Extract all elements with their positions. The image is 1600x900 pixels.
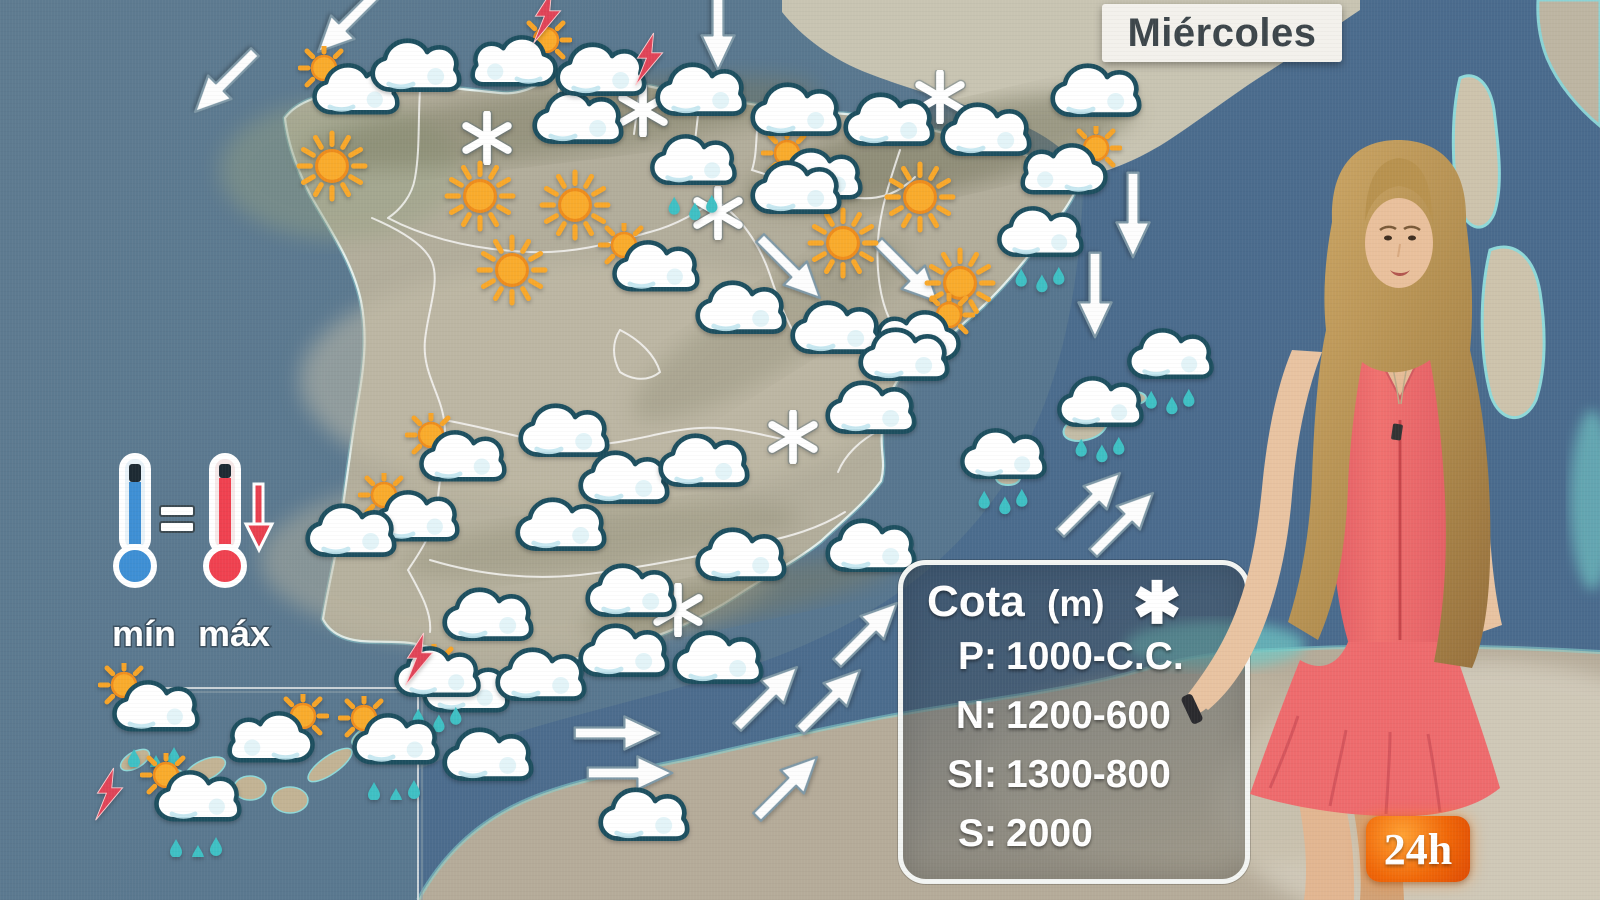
wind-arrow-icon bbox=[738, 738, 837, 837]
rain-cloud-icon bbox=[956, 425, 1050, 519]
cloud-icon bbox=[583, 560, 677, 626]
lightning-icon bbox=[402, 631, 438, 689]
cloud-icon bbox=[823, 377, 917, 443]
cloud-icon bbox=[693, 277, 787, 343]
sun-cloud-rain-icon bbox=[338, 696, 442, 800]
cloud-icon bbox=[656, 430, 750, 496]
snow-level-box: Cota (m) ✱ P: 1000-C.C. N: 1200-600 SI: 1300-… bbox=[898, 560, 1250, 884]
cloud-icon bbox=[841, 89, 935, 155]
cloud-icon bbox=[513, 494, 607, 560]
cloud-icon bbox=[938, 99, 1032, 165]
snow-level-row: SI: 1300-800 bbox=[947, 753, 1171, 796]
snow-level-title: Cota bbox=[927, 577, 1025, 626]
channel-logo-text: 24h bbox=[1383, 824, 1453, 874]
snow-icon bbox=[460, 111, 514, 165]
cloud-icon bbox=[368, 35, 462, 101]
lightning-icon bbox=[92, 766, 128, 824]
sun-cloud-rain-icon bbox=[98, 663, 202, 767]
channel-logo-24h: 24h bbox=[1366, 816, 1470, 882]
cloud-icon bbox=[693, 524, 787, 590]
cloud-icon bbox=[493, 644, 587, 710]
snow-level-row: S: 2000 bbox=[958, 812, 1093, 855]
rain-cloud-icon bbox=[646, 131, 740, 225]
temperature-legend: mín máx bbox=[96, 450, 296, 658]
day-label: Miércoles bbox=[1127, 10, 1317, 55]
day-label-box: Miércoles bbox=[1102, 4, 1342, 62]
cloud-icon bbox=[670, 627, 764, 693]
cloud-icon bbox=[748, 79, 842, 145]
sun-cloud-rain-icon bbox=[140, 753, 244, 857]
cloud-icon bbox=[596, 784, 690, 850]
snow-level-units: (m) bbox=[1047, 583, 1105, 624]
max-thermometer-icon bbox=[203, 453, 275, 588]
snow-level-rows: P: 1000-C.C. N: 1200-600 SI: 1300-800 S: 2000 bbox=[927, 627, 1245, 863]
cloud-icon bbox=[440, 584, 534, 650]
sun-icon bbox=[443, 159, 517, 233]
snow-icon bbox=[766, 410, 820, 464]
cloud-icon bbox=[748, 157, 842, 223]
wind-arrow-icon bbox=[176, 33, 275, 132]
cloud-icon bbox=[1048, 60, 1142, 126]
lightning-icon bbox=[632, 31, 668, 89]
snow-level-row: N: 1200-600 bbox=[955, 694, 1171, 737]
sun-icon bbox=[883, 160, 957, 234]
rain-cloud-icon bbox=[993, 203, 1087, 297]
min-thermometer-icon bbox=[113, 453, 195, 588]
sun-cloud-icon bbox=[1018, 126, 1122, 204]
snow-level-row: P: 1000-C.C. bbox=[958, 635, 1184, 678]
sun-icon bbox=[295, 129, 369, 203]
sun-icon bbox=[475, 233, 549, 307]
rain-cloud-icon bbox=[1053, 373, 1147, 467]
snowflake-icon: ✱ bbox=[1132, 571, 1182, 636]
cloud-icon bbox=[576, 620, 670, 686]
cloud-icon bbox=[303, 500, 397, 566]
snow-level-header: Cota (m) ✱ bbox=[927, 575, 1245, 633]
lightning-icon bbox=[530, 0, 566, 47]
max-label: máx bbox=[198, 613, 270, 654]
sun-cloud-icon bbox=[598, 223, 702, 301]
temp-drop-arrow-icon bbox=[243, 482, 275, 554]
min-label: mín bbox=[112, 613, 176, 654]
